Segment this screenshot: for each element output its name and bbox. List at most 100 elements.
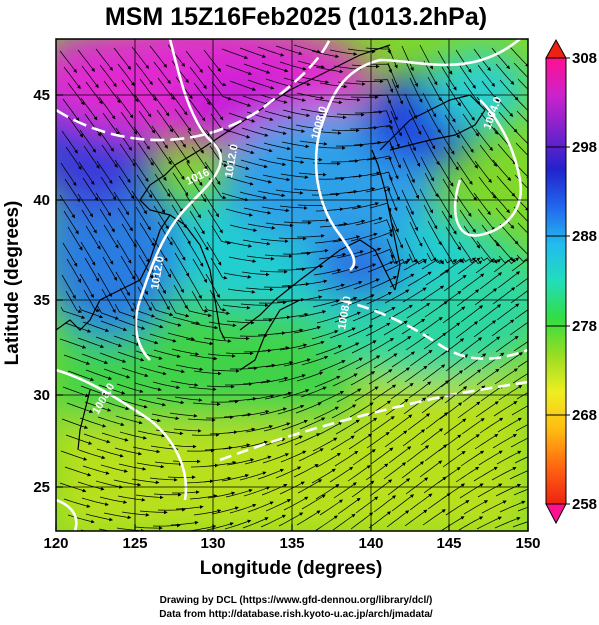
streamline	[427, 76, 442, 102]
streamline	[59, 50, 77, 73]
streamline	[169, 412, 198, 418]
streamline	[62, 242, 78, 267]
streamline	[491, 47, 510, 70]
streamline	[391, 494, 415, 512]
isobar-1016	[56, 39, 332, 142]
streamline	[192, 258, 208, 283]
streamline	[207, 209, 223, 234]
streamline	[512, 94, 528, 112]
streamline	[509, 321, 528, 336]
streamline	[333, 482, 357, 499]
streamline	[223, 412, 252, 418]
streamline	[227, 288, 256, 294]
streamline	[136, 318, 164, 329]
streamline	[246, 255, 275, 261]
streamline	[131, 478, 160, 485]
streamline	[299, 140, 328, 146]
streamline	[407, 413, 431, 431]
streamline	[336, 388, 362, 403]
streamline	[297, 479, 323, 494]
streamline	[277, 125, 306, 133]
streamline	[118, 175, 135, 200]
streamline	[388, 304, 413, 320]
streamline	[132, 158, 149, 183]
streamline	[403, 258, 427, 271]
streamline	[63, 66, 81, 90]
streamline	[492, 287, 516, 305]
streamline	[80, 97, 98, 121]
streamline	[312, 161, 341, 166]
streamline	[102, 400, 130, 411]
streamline	[79, 273, 94, 299]
y-tick-label: 40	[33, 192, 50, 209]
streamline	[406, 302, 431, 319]
streamline	[474, 160, 492, 183]
streamline	[424, 172, 439, 198]
streamline	[439, 402, 463, 420]
streamline	[456, 434, 480, 451]
streamline	[317, 421, 343, 436]
streamline	[371, 416, 395, 433]
streamline	[337, 219, 366, 227]
streamline	[261, 206, 290, 213]
streamline	[230, 366, 258, 371]
streamline	[64, 466, 92, 477]
isobar-label: 1012.0	[149, 255, 167, 290]
streamline	[191, 433, 220, 437]
streamline	[457, 129, 474, 153]
streamline	[261, 346, 290, 352]
streamline	[151, 413, 180, 421]
streamline	[421, 259, 445, 270]
streamline	[229, 224, 258, 232]
credit-drawing: Drawing by DCL (https://www.gfd-dennou.o…	[160, 595, 433, 606]
streamline	[425, 140, 440, 166]
streamline	[385, 125, 400, 148]
streamline	[351, 480, 375, 498]
streamline	[155, 141, 172, 165]
streamline	[495, 207, 515, 229]
streamline	[439, 130, 455, 155]
streamline	[280, 450, 307, 463]
streamline	[157, 221, 173, 246]
streamline	[387, 62, 399, 89]
streamline	[206, 97, 224, 121]
streamline	[282, 251, 311, 256]
streamline	[391, 222, 404, 249]
streamline	[135, 350, 163, 360]
streamline	[228, 256, 257, 263]
colorbar-tick-label: 278	[572, 318, 597, 335]
streamline	[85, 81, 103, 105]
streamline	[62, 98, 80, 122]
streamline	[241, 410, 270, 417]
streamline	[223, 272, 252, 279]
streamline	[383, 46, 398, 69]
streamline	[100, 176, 117, 201]
streamline	[78, 305, 104, 319]
streamline	[386, 94, 398, 121]
streamline	[510, 158, 528, 180]
streamline	[391, 351, 416, 368]
streamline	[83, 433, 111, 444]
streamline	[295, 124, 324, 131]
streamline	[229, 503, 257, 514]
streamline	[516, 254, 528, 262]
streamline	[117, 63, 135, 87]
y-axis-label: Latitude (degrees)	[2, 201, 23, 366]
streamline	[82, 321, 110, 332]
streamline	[390, 254, 409, 265]
streamline	[426, 380, 450, 398]
streamline	[511, 259, 528, 272]
streamline	[459, 483, 484, 499]
streamline	[239, 471, 267, 481]
streamline	[118, 319, 146, 330]
streamline	[437, 194, 453, 219]
streamline	[461, 418, 485, 435]
streamline	[84, 257, 100, 282]
streamline	[515, 142, 528, 156]
streamline	[275, 189, 304, 195]
streamline	[245, 425, 274, 433]
isobar-1008-west	[56, 368, 188, 501]
streamline	[260, 238, 289, 244]
streamline	[512, 521, 528, 528]
streamline	[98, 528, 112, 531]
